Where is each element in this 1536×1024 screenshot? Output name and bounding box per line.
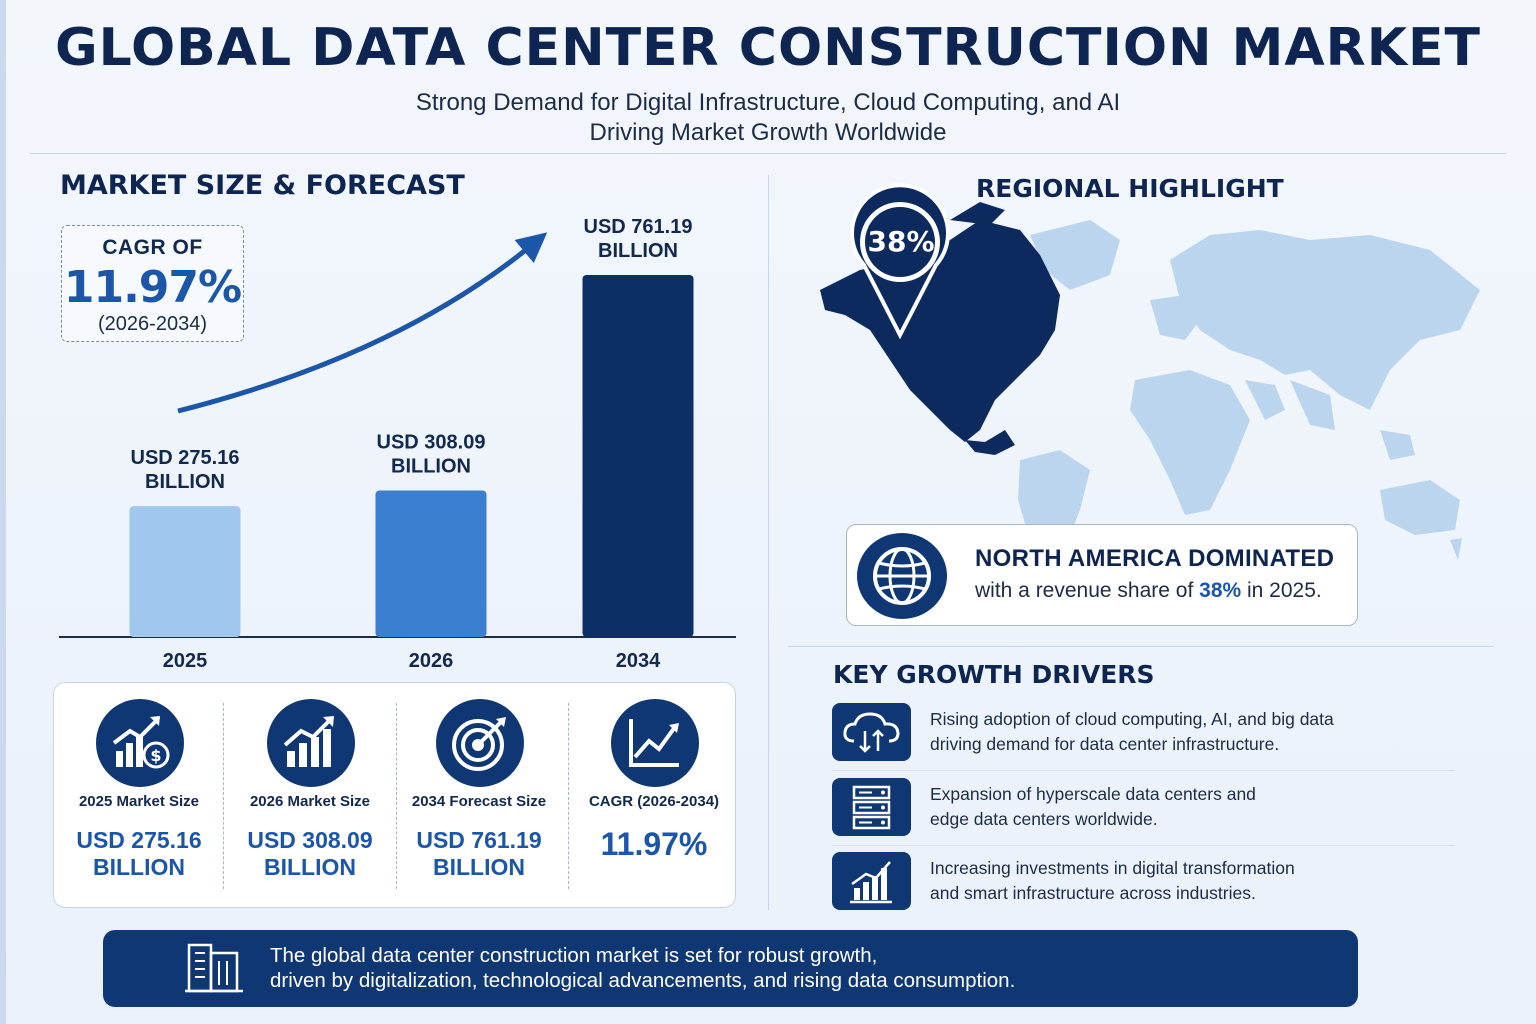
stat-value-line-2: BILLION [433, 854, 525, 880]
trend-arrow [177, 232, 548, 414]
target-icon [436, 699, 524, 787]
bar-2025 [129, 506, 241, 637]
world-map [820, 183, 1480, 575]
bar-2034 [582, 275, 694, 637]
stat-separator [568, 703, 569, 889]
server-icon [832, 778, 911, 836]
drivers-section-title: KEY GROWTH DRIVERS [833, 660, 1155, 689]
footer-text: The global data center construction mark… [270, 943, 1330, 993]
stat-value: USD 308.09 BILLION [225, 827, 395, 881]
stat-value-line-1: USD 761.19 [416, 827, 542, 853]
driver-separator [832, 770, 1455, 771]
stat-value-line-2: BILLION [93, 854, 185, 880]
stat-value-line-2: BILLION [264, 854, 356, 880]
na-text-after: in 2025. [1241, 579, 1322, 602]
footer-text-line-1: The global data center construction mark… [270, 944, 878, 967]
stat-value-line-1: USD 275.16 [76, 827, 202, 853]
globe-icon [857, 533, 947, 619]
stat-label: 2034 Forecast Size [411, 793, 547, 810]
footer-banner: The global data center construction mark… [103, 930, 1358, 1007]
world-landmass [1018, 220, 1480, 575]
x-tick-2026: 2026 [409, 650, 454, 672]
driver-text-line-1: Rising adoption of cloud computing, AI, … [930, 709, 1334, 729]
na-text-before: with a revenue share of [975, 579, 1200, 602]
cloud-icon [832, 703, 911, 761]
pin-percentage: 38% [867, 225, 935, 258]
money-growth-icon: $ [96, 699, 184, 787]
north-america-card: NORTH AMERICA DOMINATED with a revenue s… [846, 524, 1358, 626]
page-title: GLOBAL DATA CENTER CONSTRUCTION MARKET [55, 18, 1481, 78]
data-label-2034: USD 761.19 [584, 216, 693, 238]
header-divider [30, 153, 1506, 154]
driver-item: Increasing investments in digital transf… [832, 852, 1455, 920]
data-label-2025: BILLION [145, 471, 225, 493]
stat-cagr: CAGR (2026-2034) 11.97% [569, 683, 739, 909]
na-text-highlight: 38% [1199, 579, 1242, 602]
data-label-2026: USD 308.09 [377, 431, 486, 453]
stat-2025: $ 2025 Market Size USD 275.16 BILLION [54, 683, 224, 909]
driver-text: Rising adoption of cloud computing, AI, … [930, 707, 1450, 757]
stats-card: $ 2025 Market Size USD 275.16 BILLION 20… [53, 682, 736, 908]
line-chart-icon [611, 699, 699, 787]
market-section-title: MARKET SIZE & FORECAST [60, 170, 465, 201]
column-divider [768, 175, 769, 910]
stat-label: 2026 Market Size [249, 793, 371, 810]
driver-item: Rising adoption of cloud computing, AI, … [832, 703, 1455, 771]
na-card-title: NORTH AMERICA DOMINATED [975, 545, 1335, 572]
map-pin-icon [850, 183, 950, 340]
data-label-2026: BILLION [391, 455, 471, 477]
data-label-2034: BILLION [598, 240, 678, 262]
cagr-label: CAGR OF [102, 236, 203, 259]
bar-growth-icon [267, 699, 355, 787]
driver-item: Expansion of hyperscale data centers and… [832, 778, 1455, 846]
driver-separator [832, 845, 1455, 846]
growth-chart-icon [832, 852, 911, 910]
stat-value: 11.97% [600, 826, 708, 862]
driver-text-line-1: Expansion of hyperscale data centers and [930, 784, 1256, 804]
stat-label: 2025 Market Size [78, 793, 200, 810]
driver-text: Increasing investments in digital transf… [930, 856, 1450, 906]
footer-text-line-2: driven by digitalization, technological … [270, 969, 1016, 992]
cagr-period: (2026-2034) [98, 313, 207, 335]
building-icon [185, 943, 243, 993]
data-label-2025: USD 275.16 [131, 447, 240, 469]
stat-2026: 2026 Market Size USD 308.09 BILLION [225, 683, 395, 909]
x-tick-2034: 2034 [616, 650, 661, 672]
driver-text-line-2: driving demand for data center infrastru… [930, 734, 1280, 754]
region-section-title: REGIONAL HIGHLIGHT [976, 174, 1284, 203]
stat-value: USD 275.16 BILLION [54, 827, 224, 881]
cagr-callout: CAGR OF 11.97% (2026-2034) [61, 225, 244, 342]
stat-value: USD 761.19 BILLION [394, 827, 564, 881]
stat-value-line-1: USD 308.09 [247, 827, 373, 853]
driver-text-line-1: Increasing investments in digital transf… [930, 858, 1295, 878]
cagr-value: 11.97% [63, 262, 242, 313]
driver-text-line-2: and smart infrastructure across industri… [930, 883, 1256, 903]
stat-separator [223, 703, 224, 889]
subtitle-line-2: Driving Market Growth Worldwide [589, 119, 947, 146]
page-subtitle: Strong Demand for Digital Infrastructure… [368, 88, 1168, 148]
driver-text: Expansion of hyperscale data centers and… [930, 782, 1450, 832]
svg-text:$: $ [150, 746, 161, 765]
subtitle-line-1: Strong Demand for Digital Infrastructure… [415, 89, 1121, 116]
driver-text-line-2: edge data centers worldwide. [930, 809, 1158, 829]
right-divider [788, 646, 1494, 647]
bar-2026 [375, 490, 487, 637]
stat-separator [396, 703, 397, 889]
stat-2034: 2034 Forecast Size USD 761.19 BILLION [394, 683, 564, 909]
x-tick-2025: 2025 [163, 650, 208, 672]
stat-label: CAGR (2026-2034) [588, 793, 720, 810]
na-card-text: with a revenue share of 38% in 2025. [975, 579, 1322, 603]
